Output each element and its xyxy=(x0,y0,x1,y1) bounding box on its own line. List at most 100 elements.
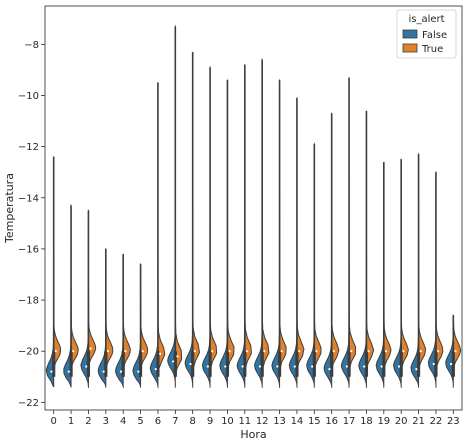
x-tick-label: 7 xyxy=(172,416,178,427)
x-axis-label: Hora xyxy=(240,428,266,441)
violin-inner-box xyxy=(260,351,264,377)
violin-true-half xyxy=(296,97,305,378)
median-false xyxy=(276,365,279,368)
median-true xyxy=(124,350,127,353)
x-tick-label: 2 xyxy=(85,416,91,427)
violin-true-half xyxy=(418,152,427,378)
legend: is_alert False True xyxy=(396,9,457,59)
median-false xyxy=(363,365,366,368)
violin-inner-box xyxy=(191,351,195,377)
violin-hour-12 xyxy=(254,59,270,389)
median-false xyxy=(415,367,418,371)
violin-inner-box xyxy=(121,351,125,377)
violin-hour-20 xyxy=(393,158,409,389)
median-true xyxy=(367,350,370,353)
violin-inner-box xyxy=(277,351,282,377)
x-tick-label: 13 xyxy=(273,416,286,427)
median-false xyxy=(102,370,105,373)
legend-title: is_alert xyxy=(408,14,444,25)
violin-inner-box xyxy=(347,351,351,377)
median-true xyxy=(106,350,110,353)
violin-hour-17 xyxy=(340,75,357,389)
x-tick-label: 10 xyxy=(221,416,234,427)
x-tick-label: 1 xyxy=(68,416,74,427)
x-tick-label: 20 xyxy=(395,416,408,427)
violin-hour-2 xyxy=(80,209,97,389)
median-true xyxy=(402,350,405,353)
median-false xyxy=(154,367,157,371)
violin-inner-box xyxy=(156,351,160,377)
y-axis-label: Temperatura xyxy=(3,173,16,244)
violin-inner-box xyxy=(52,351,56,377)
violin-inner-box xyxy=(104,351,108,377)
median-false xyxy=(172,360,175,363)
violin-layer xyxy=(45,24,462,389)
median-true xyxy=(141,350,144,353)
violin-inner-box xyxy=(208,351,212,377)
x-tick-label: 23 xyxy=(447,416,460,427)
median-false xyxy=(50,370,53,373)
median-false xyxy=(206,365,209,368)
median-true xyxy=(72,350,75,353)
violin-true-half xyxy=(383,160,392,378)
violin-true-half xyxy=(244,64,252,378)
median-false xyxy=(311,365,314,368)
legend-label-true: True xyxy=(421,44,443,55)
median-false xyxy=(67,370,70,373)
violin-true-half xyxy=(348,75,357,378)
median-false xyxy=(189,362,192,366)
median-true xyxy=(332,350,335,353)
y-tick-label: −10 xyxy=(18,91,39,102)
median-true xyxy=(437,350,440,353)
violin-hour-21 xyxy=(410,152,427,389)
violin-true-half xyxy=(331,112,340,378)
legend-label-false: False xyxy=(422,30,447,41)
violin-hour-11 xyxy=(236,64,252,389)
violin-inner-box xyxy=(243,351,247,377)
violin-hour-5 xyxy=(132,263,149,389)
violin-inner-box xyxy=(434,351,438,377)
median-false xyxy=(345,365,348,368)
y-tick-label: −14 xyxy=(18,193,39,204)
median-false xyxy=(137,370,140,373)
violin-hour-23 xyxy=(445,314,462,389)
x-tick-label: 19 xyxy=(377,416,390,427)
violin-true-half xyxy=(192,51,201,378)
violin-hour-1 xyxy=(63,204,79,388)
x-tick-label: 5 xyxy=(137,416,143,427)
violin-inner-box xyxy=(138,351,143,377)
violin-true-half xyxy=(174,24,183,378)
violin-true-half xyxy=(279,79,287,378)
violin-hour-6 xyxy=(149,81,166,389)
violin-inner-box xyxy=(225,351,230,377)
median-true xyxy=(454,350,457,353)
median-true xyxy=(263,350,266,353)
x-tick-label: 17 xyxy=(343,416,356,427)
x-tick-label: 8 xyxy=(190,416,196,427)
median-false xyxy=(293,365,296,368)
x-tick-label: 22 xyxy=(430,416,443,427)
violin-inner-box xyxy=(312,351,316,377)
violin-true-half xyxy=(400,158,409,378)
y-tick-label: −16 xyxy=(18,244,39,255)
violin-hour-0 xyxy=(45,156,62,388)
median-false xyxy=(119,370,123,373)
y-tick-label: −12 xyxy=(18,142,39,153)
legend-swatch-false xyxy=(402,29,418,39)
violin-hour-8 xyxy=(184,51,201,389)
x-tick-label: 4 xyxy=(120,416,126,427)
x-tick-label: 11 xyxy=(238,416,251,427)
violin-inner-box xyxy=(86,351,91,377)
median-true xyxy=(228,350,231,353)
violin-inner-box xyxy=(364,351,369,377)
median-true xyxy=(54,350,57,353)
violin-hour-22 xyxy=(427,170,444,389)
x-tick-label: 14 xyxy=(291,416,304,427)
violin-true-half xyxy=(365,110,375,378)
violin-hour-19 xyxy=(375,160,392,389)
x-tick-label: 16 xyxy=(325,416,338,427)
violin-true-half xyxy=(226,78,235,378)
violin-hour-15 xyxy=(306,142,322,389)
x-tick-label: 18 xyxy=(360,416,373,427)
